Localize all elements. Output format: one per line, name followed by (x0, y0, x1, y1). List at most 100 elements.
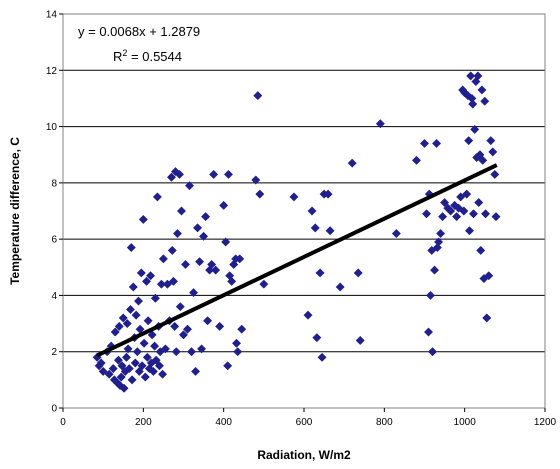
data-point (303, 310, 313, 320)
y-tick-label: 6 (51, 235, 57, 246)
data-point (110, 327, 120, 337)
data-point (233, 347, 243, 357)
data-point (227, 276, 237, 286)
data-point (335, 282, 345, 292)
data-point (459, 206, 469, 216)
data-point (490, 169, 500, 179)
data-point (140, 372, 150, 382)
data-point (211, 265, 221, 275)
data-point (114, 321, 124, 331)
data-point (251, 175, 261, 185)
data-point (96, 358, 106, 368)
x-tick-label: 1200 (534, 417, 557, 428)
trendline (96, 163, 498, 358)
data-point (130, 358, 140, 368)
data-point (186, 347, 197, 357)
data-point (171, 347, 181, 357)
data-point (188, 288, 199, 298)
data-point (199, 231, 209, 241)
data-point (182, 324, 193, 334)
data-point (436, 228, 446, 239)
data-point (491, 212, 501, 222)
x-axis-ticks: 0 200 400 600 800 1000 1200 (60, 408, 557, 428)
data-point (201, 212, 211, 222)
data-point (219, 200, 229, 210)
data-point (166, 172, 177, 182)
data-point (125, 304, 136, 315)
y-tick-label: 14 (46, 10, 58, 21)
data-point (421, 209, 432, 219)
data-point (121, 352, 132, 362)
data-point (317, 352, 327, 362)
data-point (150, 341, 160, 351)
data-point (353, 268, 363, 278)
data-point (452, 212, 462, 222)
data-point (151, 355, 161, 365)
data-point (128, 282, 138, 292)
data-point (136, 268, 146, 278)
data-point (237, 324, 247, 334)
data-point (391, 228, 401, 239)
data-point (466, 71, 476, 81)
y-tick-label: 10 (46, 122, 58, 133)
data-point (170, 321, 180, 331)
data-point (203, 316, 213, 326)
data-point (411, 155, 422, 165)
data-point (446, 206, 456, 216)
data-point (434, 237, 444, 247)
x-tick-label: 0 (60, 417, 66, 428)
y-axis-title: Temperature difference, C (8, 137, 22, 285)
data-point (419, 138, 430, 149)
data-point (464, 226, 475, 236)
data-point (98, 366, 108, 376)
x-tick-label: 400 (215, 417, 232, 428)
data-point (480, 96, 490, 106)
data-point (476, 245, 486, 255)
data-point (132, 347, 142, 357)
data-point (289, 192, 299, 202)
data-point (486, 136, 496, 146)
data-point (215, 321, 225, 331)
data-point (113, 355, 123, 365)
data-point (150, 293, 160, 303)
data-point (126, 243, 136, 253)
data-point (154, 361, 164, 371)
data-point (190, 366, 201, 376)
data-point (205, 265, 215, 275)
data-point (259, 279, 269, 289)
data-point (221, 237, 231, 247)
data-point (209, 169, 219, 179)
data-point (172, 228, 183, 239)
data-point (184, 181, 195, 191)
x-tick-label: 200 (135, 417, 152, 428)
data-point (131, 310, 141, 320)
data-point (423, 327, 434, 337)
x-tick-label: 600 (296, 417, 313, 428)
data-point (425, 290, 436, 300)
data-point (142, 352, 152, 362)
data-point (484, 271, 494, 281)
data-point (315, 268, 325, 278)
data-point (477, 85, 487, 95)
trendline-r2: R2 = 0.5544 (113, 48, 182, 64)
data-point (312, 333, 322, 343)
x-axis-title: Radiation, W/m2 (257, 448, 351, 462)
data-point (162, 279, 172, 289)
data-point (431, 138, 442, 149)
data-point (478, 155, 488, 165)
scatter-series (92, 71, 501, 393)
data-point (108, 364, 118, 374)
data-point (141, 276, 152, 286)
data-point (429, 265, 440, 275)
data-point (124, 364, 134, 374)
data-point (325, 226, 335, 236)
data-point (168, 276, 179, 286)
data-point (231, 338, 242, 348)
data-point (133, 296, 144, 306)
data-point (116, 372, 126, 382)
data-point (178, 330, 189, 340)
data-point (223, 361, 233, 371)
data-point (147, 330, 157, 340)
data-point (488, 147, 498, 157)
